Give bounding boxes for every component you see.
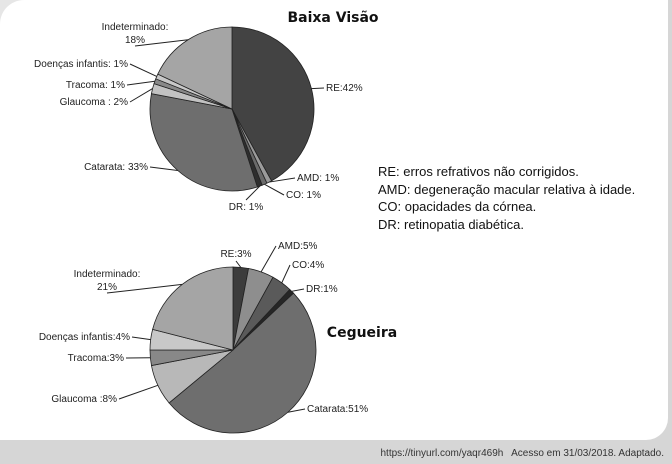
- slice-label: Catarata:51%: [307, 404, 368, 415]
- leader-line: [264, 183, 285, 196]
- slice-label: 21%: [97, 282, 117, 293]
- leader-line: [149, 166, 178, 172]
- leader-line: [311, 87, 325, 90]
- legend-item-amd: AMD: degeneração macular relativa à idad…: [378, 181, 636, 197]
- leader-line: [235, 260, 242, 268]
- leader-line: [126, 80, 155, 86]
- leader-line: [131, 336, 151, 341]
- leader-line: [281, 264, 291, 284]
- pie-slice-re: [231, 26, 315, 182]
- legend: RE: erros refrativos não corrigidos. AMD…: [378, 163, 635, 233]
- pie-slice-indeterminado: [157, 26, 233, 110]
- slice-label: Glaucoma : 2%: [60, 97, 128, 108]
- legend-item-re: RE: erros refrativos não corrigidos.: [378, 164, 579, 179]
- slice-label: Doenças infantis: 1%: [34, 59, 128, 70]
- leader-line: [134, 39, 189, 47]
- pie-slice-catarata: [149, 93, 258, 192]
- leader-line: [245, 185, 261, 201]
- leader-line: [118, 384, 159, 400]
- slice-label: CO: 1%: [286, 190, 321, 201]
- slice-label: DR: 1%: [229, 202, 264, 213]
- slice-label: CO:4%: [292, 260, 324, 271]
- legend-item-co: CO: opacidades da córnea.: [378, 199, 537, 214]
- slice-label: RE:3%: [220, 249, 251, 260]
- slice-label: DR:1%: [306, 284, 338, 295]
- slice-label: Tracoma:3%: [68, 353, 124, 364]
- slice-label: Catarata: 33%: [84, 162, 148, 173]
- source-footer: https://tinyurl.com/yaqr469h Acesso em 3…: [380, 448, 664, 459]
- slice-label: AMD:5%: [278, 241, 318, 252]
- slice-label: AMD: 1%: [297, 173, 339, 184]
- leader-line: [269, 177, 296, 183]
- slice-label: Doenças infantis:4%: [39, 332, 130, 343]
- chart-title: Cegueira: [327, 325, 397, 341]
- pie-slice-indeterminado: [152, 266, 234, 351]
- leader-line: [129, 88, 153, 103]
- slice-label: Indeterminado:: [74, 269, 141, 280]
- leader-line: [106, 283, 183, 294]
- leader-line: [287, 408, 306, 413]
- leader-line: [291, 288, 305, 292]
- leader-line: [260, 245, 277, 273]
- chart-title: Baixa Visão: [287, 10, 378, 26]
- slice-label: 18%: [125, 35, 145, 46]
- slice-label: Tracoma: 1%: [66, 80, 125, 91]
- slice-label: Indeterminado:: [102, 22, 169, 33]
- legend-item-dr: DR: retinopatia diabética.: [378, 216, 524, 232]
- leader-line: [129, 63, 157, 77]
- slice-label: Glaucoma :8%: [51, 394, 117, 405]
- slice-label: RE:42%: [326, 83, 363, 94]
- content-card: [0, 0, 668, 440]
